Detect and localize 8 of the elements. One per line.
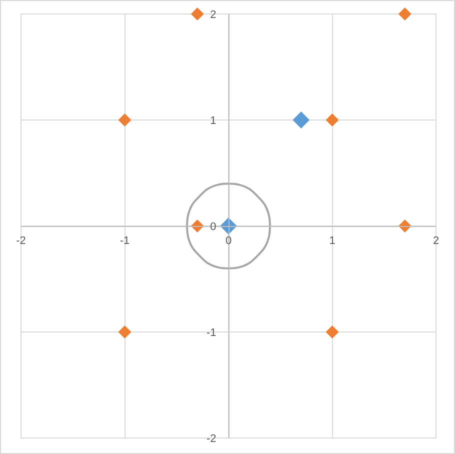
x-tick-label: -1 <box>120 235 130 248</box>
x-tick-label: -2 <box>16 235 26 248</box>
x-tick-label: 1 <box>329 235 336 248</box>
y-tick-label: -1 <box>206 326 216 339</box>
y-tick-label: 2 <box>210 8 216 21</box>
y-tick-label: -2 <box>206 432 216 445</box>
x-tick-label: 2 <box>432 235 440 248</box>
y-tick-label: 1 <box>210 114 216 127</box>
